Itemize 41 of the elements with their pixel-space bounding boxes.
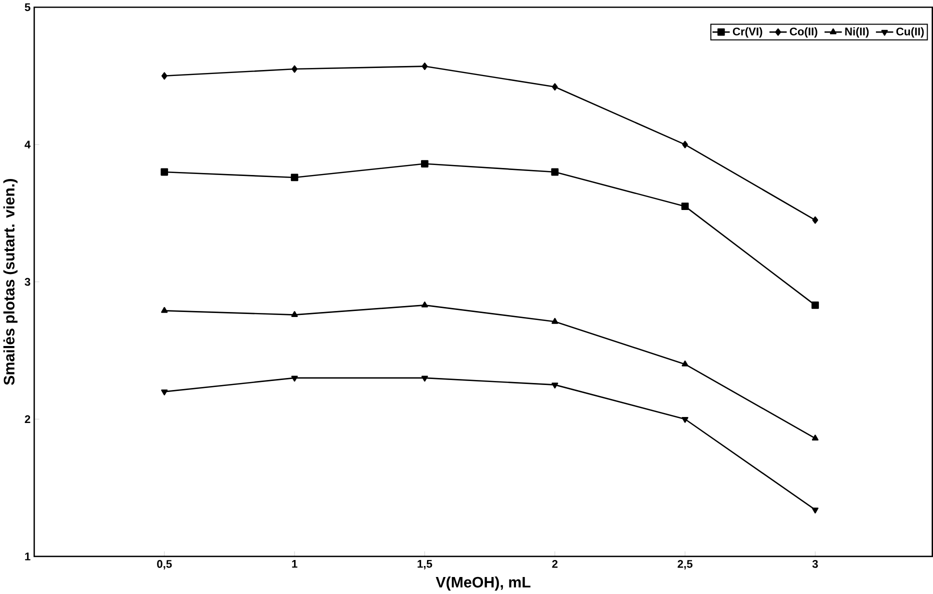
point (552, 318, 558, 324)
y-tick-label: 3 (24, 278, 30, 286)
point (682, 416, 688, 423)
point (812, 216, 818, 224)
x-tick-label: 2,5 (678, 560, 692, 570)
y-tick-label: 1 (25, 552, 30, 560)
point (422, 62, 428, 70)
point (552, 83, 558, 91)
point (812, 302, 819, 309)
point (421, 302, 428, 308)
legend-label: Cu(II) (896, 27, 924, 38)
point (682, 360, 688, 366)
point (292, 65, 298, 73)
point (682, 140, 688, 148)
point (421, 376, 428, 382)
x-axis-title: V(MeOH), mL (436, 576, 530, 591)
point (160, 168, 168, 176)
point (681, 202, 689, 210)
legend-label: Ni(II) (845, 27, 869, 38)
point (291, 311, 298, 317)
point (161, 306, 168, 313)
point (290, 174, 298, 182)
y-tick-label: 4 (24, 140, 31, 148)
point (161, 390, 168, 396)
legend-label: Cr(VI) (732, 27, 762, 38)
point (421, 160, 428, 168)
point (161, 72, 168, 80)
x-tick-label: 1 (292, 560, 298, 568)
y-tick-label: 5 (24, 3, 30, 12)
legend-label: Co(II) (790, 27, 818, 38)
point (291, 376, 298, 382)
y-axis-title: Smailės plotas (sutart. vien.) (3, 179, 18, 385)
y-tick-label: 2 (24, 415, 30, 424)
x-tick-label: 3 (812, 560, 818, 568)
x-tick-label: 2 (552, 560, 558, 568)
point (552, 382, 558, 389)
x-tick-label: 1,5 (418, 560, 432, 570)
point (812, 434, 818, 441)
point (812, 508, 818, 514)
x-tick-label: 0,5 (157, 560, 172, 570)
point (551, 168, 559, 176)
